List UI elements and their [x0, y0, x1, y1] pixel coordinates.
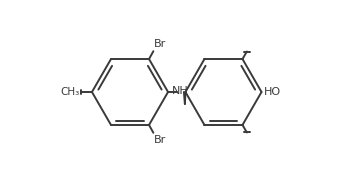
Text: Br: Br [154, 40, 166, 49]
Text: CH₃: CH₃ [61, 87, 80, 97]
Text: Br: Br [154, 135, 166, 144]
Text: HO: HO [264, 87, 281, 97]
Text: NH: NH [172, 86, 189, 96]
